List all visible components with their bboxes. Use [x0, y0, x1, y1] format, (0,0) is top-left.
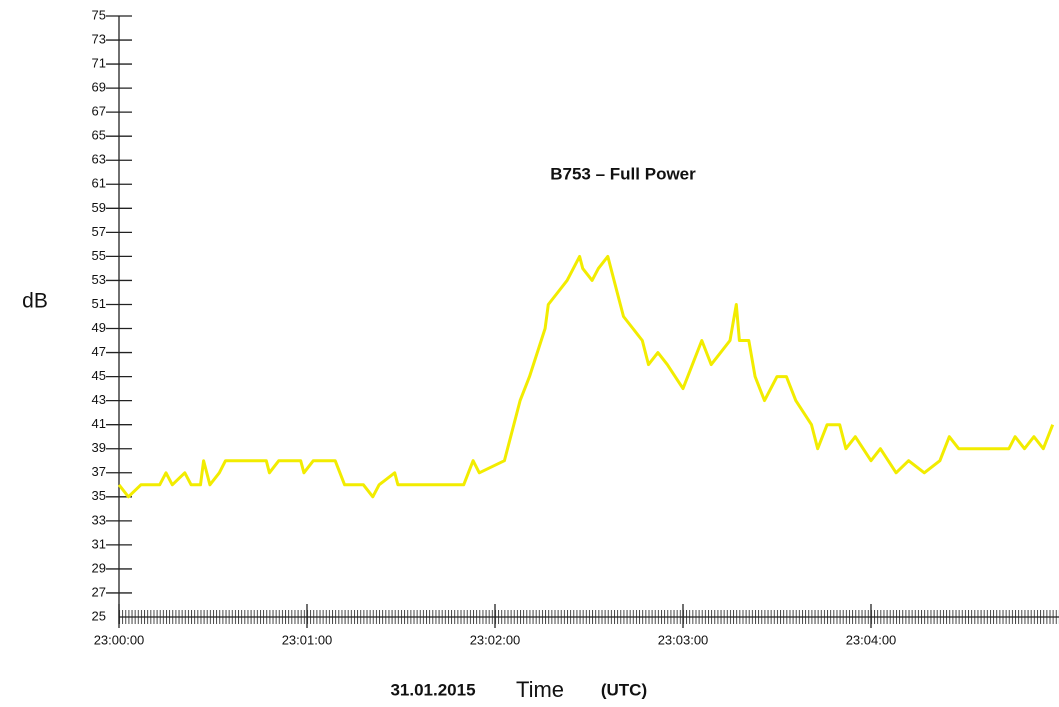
y-tick-label: 51	[92, 296, 106, 311]
y-tick-label: 31	[92, 536, 106, 551]
y-tick-label: 61	[92, 176, 106, 191]
y-tick-label: 71	[92, 56, 106, 71]
y-tick-label: 33	[92, 512, 106, 527]
y-tick-label: 67	[92, 104, 106, 119]
y-tick-label: 75	[92, 7, 106, 22]
y-tick-label: 35	[92, 488, 106, 503]
x-tick-label: 23:01:00	[282, 632, 333, 647]
y-tick-label: 37	[92, 464, 106, 479]
y-tick-label: 69	[92, 80, 106, 95]
x-tick-label: 23:04:00	[846, 632, 897, 647]
y-tick-label: 41	[92, 416, 106, 431]
x-axis-label: Time	[516, 677, 564, 702]
y-tick-label: 49	[92, 320, 106, 335]
y-tick-label: 53	[92, 272, 106, 287]
y-tick-label: 45	[92, 368, 106, 383]
y-tick-label: 55	[92, 248, 106, 263]
chart-title: B753 – Full Power	[550, 164, 696, 183]
y-tick-label: 59	[92, 200, 106, 215]
y-tick-label: 43	[92, 392, 106, 407]
x-axis-unit: (UTC)	[601, 680, 647, 699]
y-tick-label: 47	[92, 344, 106, 359]
y-tick-label: 25	[92, 608, 106, 623]
y-tick-label: 29	[92, 560, 106, 575]
y-tick-label: 57	[92, 224, 106, 239]
y-tick-label: 65	[92, 128, 106, 143]
date-label: 31.01.2015	[390, 680, 475, 699]
y-tick-label: 63	[92, 152, 106, 167]
x-tick-label: 23:03:00	[658, 632, 709, 647]
y-axis-label: dB	[22, 290, 48, 313]
y-tick-label: 27	[92, 584, 106, 599]
y-tick-label: 39	[92, 440, 106, 455]
x-tick-label: 23:02:00	[470, 632, 521, 647]
data-line	[117, 254, 1055, 499]
y-tick-label: 73	[92, 31, 106, 46]
x-tick-label: 23:00:00	[94, 632, 145, 647]
